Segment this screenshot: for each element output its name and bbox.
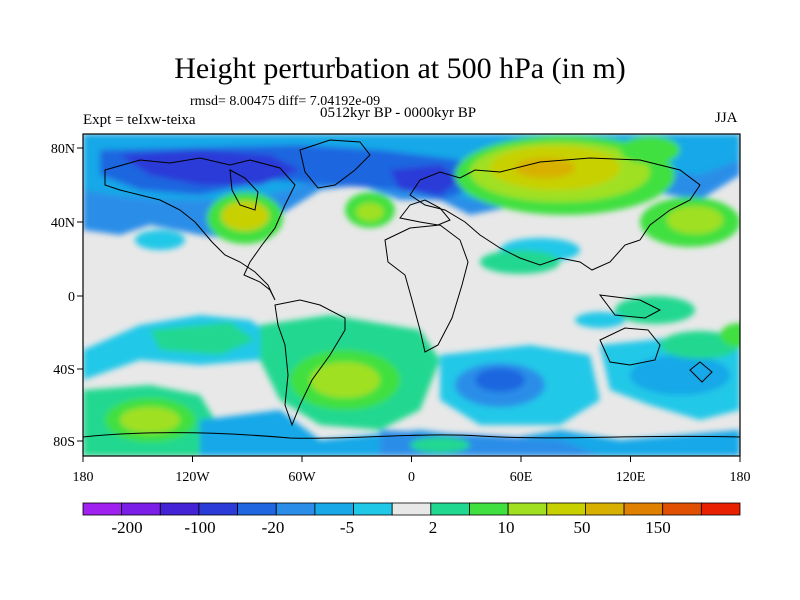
coastlines xyxy=(83,139,740,439)
colorbar-swatch xyxy=(237,502,277,516)
lon-tick-label: 60E xyxy=(510,470,533,485)
experiment-label: Expt = teIxw-teixa xyxy=(83,112,196,128)
colorbar-label: -200 xyxy=(111,518,142,537)
lat-axis: 80N 40N 0 40S 80S xyxy=(51,142,83,450)
stats-text: rmsd= 8.00475 diff= 7.04192e-09 xyxy=(190,94,381,109)
colorbar-swatch xyxy=(198,502,238,516)
lon-tick-label: 120E xyxy=(616,470,646,485)
lon-axis: 180 120W 60W 0 60E 120E 180 xyxy=(73,456,751,485)
colorbar-swatch xyxy=(121,502,161,516)
colorbar-swatch xyxy=(662,502,702,516)
height-field xyxy=(83,134,740,456)
lon-tick-label: 120W xyxy=(175,470,210,485)
colorbar-swatch xyxy=(585,502,625,516)
colorbar-swatch xyxy=(353,502,393,516)
lat-tick-label: 40N xyxy=(51,216,75,231)
colorbar-swatch xyxy=(82,502,123,516)
colorbar-swatch xyxy=(391,502,432,516)
colorbar-swatch xyxy=(507,502,548,516)
lat-tick-label: 40S xyxy=(53,363,75,378)
colorbar-swatch xyxy=(314,502,354,516)
lat-tick-label: 80S xyxy=(53,435,75,450)
colorbar-label: 2 xyxy=(429,518,438,537)
period-subtitle: 0512kyr BP - 0000kyr BP xyxy=(320,105,477,121)
lat-tick-label: 0 xyxy=(68,290,75,305)
lon-tick-label: 0 xyxy=(408,470,415,485)
colorbar-swatch xyxy=(546,502,586,516)
colorbar-swatch xyxy=(469,502,509,516)
colorbar-label: -20 xyxy=(262,518,285,537)
colorbar-swatch xyxy=(700,502,741,516)
colorbar-swatch xyxy=(159,502,200,516)
colorbar-swatch xyxy=(430,502,470,516)
colorbar-label: 150 xyxy=(645,518,671,537)
colorbar: -200 -100 -20 -5 2 10 50 150 xyxy=(82,502,741,537)
lat-tick-label: 80N xyxy=(51,142,75,157)
chart-title: Height perturbation at 500 hPa (in m) xyxy=(174,52,626,85)
lon-tick-label: 60W xyxy=(288,470,316,485)
season-label: JJA xyxy=(715,110,738,126)
colorbar-label: -5 xyxy=(340,518,354,537)
colorbar-swatch xyxy=(623,502,664,516)
colorbar-label: -100 xyxy=(184,518,215,537)
lon-tick-label: 180 xyxy=(73,470,94,485)
lon-tick-label: 180 xyxy=(730,470,751,485)
colorbar-swatch xyxy=(275,502,316,516)
colorbar-label: 10 xyxy=(498,518,515,537)
colorbar-label: 50 xyxy=(574,518,591,537)
